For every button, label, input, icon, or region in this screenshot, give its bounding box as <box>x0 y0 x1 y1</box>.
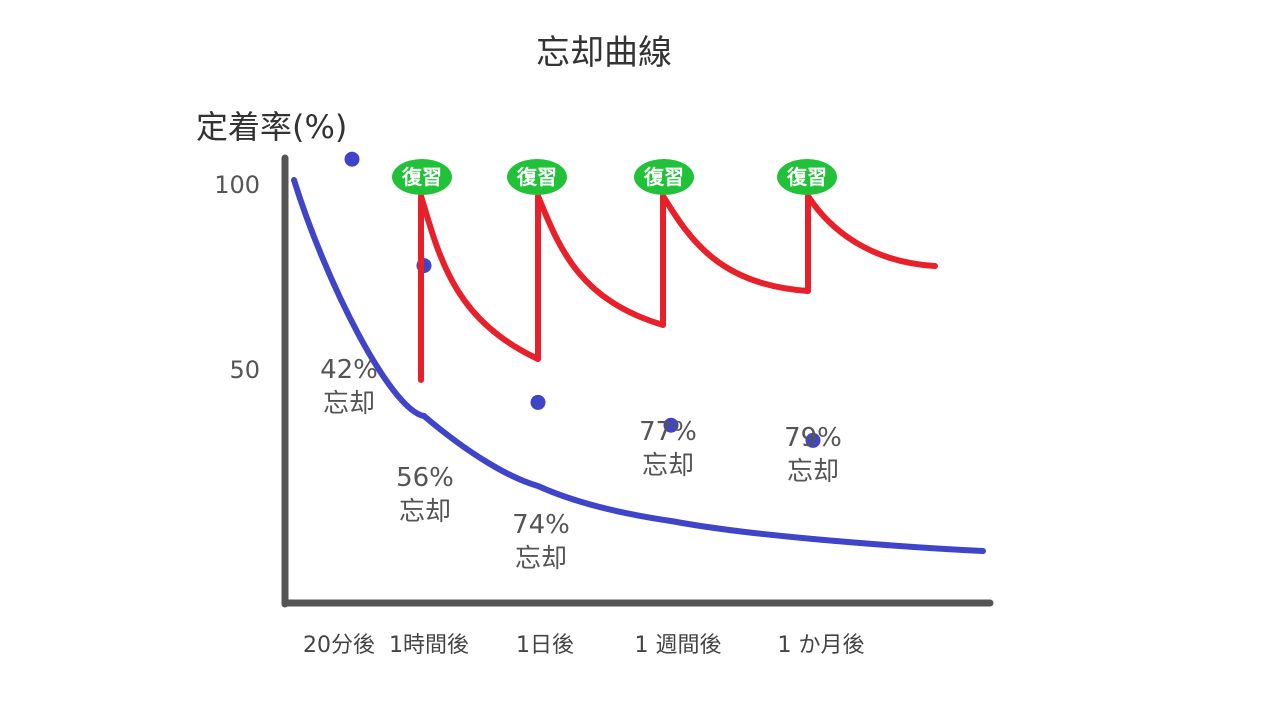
forget-rate-label: 忘却 <box>323 389 375 419</box>
forgetting-curve-line <box>291 177 986 554</box>
forget-rate-label: 79% <box>784 423 842 453</box>
forget-rate-label: 忘却 <box>787 457 839 487</box>
y-tick-50: 50 <box>229 356 260 384</box>
review-badge-label: 復習 <box>786 165 827 189</box>
forgetting-point <box>530 394 546 410</box>
chart-title: 忘却曲線 <box>536 33 672 73</box>
forgetting-point <box>663 417 679 433</box>
x-tick-label: 1 か月後 <box>778 633 865 658</box>
y-tick-100: 100 <box>214 171 260 199</box>
forgetting-point <box>344 151 360 167</box>
review-badge <box>634 159 694 195</box>
forgetting-point <box>805 432 821 448</box>
forget-rate-label: 56% <box>396 463 454 493</box>
review-badge-label: 復習 <box>516 165 557 189</box>
review-badge-label: 復習 <box>643 165 684 189</box>
review-badge <box>507 159 567 195</box>
review-curve-line <box>418 193 938 383</box>
x-tick-label: 20分後 <box>303 633 375 658</box>
forget-rate-label: 77% <box>639 417 697 447</box>
forget-rate-label: 74% <box>512 510 570 540</box>
review-badge <box>392 159 452 195</box>
forget-rate-label: 忘却 <box>642 451 694 481</box>
review-badge-label: 復習 <box>401 165 442 189</box>
forget-rate-label: 忘却 <box>399 497 451 527</box>
y-axis-label: 定着率(%) <box>196 108 347 146</box>
x-tick-label: 1時間後 <box>389 633 469 658</box>
x-tick-label: 1日後 <box>516 633 574 658</box>
forget-rate-label: 42% <box>320 355 378 385</box>
forget-rate-label: 忘却 <box>515 544 567 574</box>
x-tick-label: 1 週間後 <box>635 633 722 658</box>
review-badge <box>777 159 837 195</box>
